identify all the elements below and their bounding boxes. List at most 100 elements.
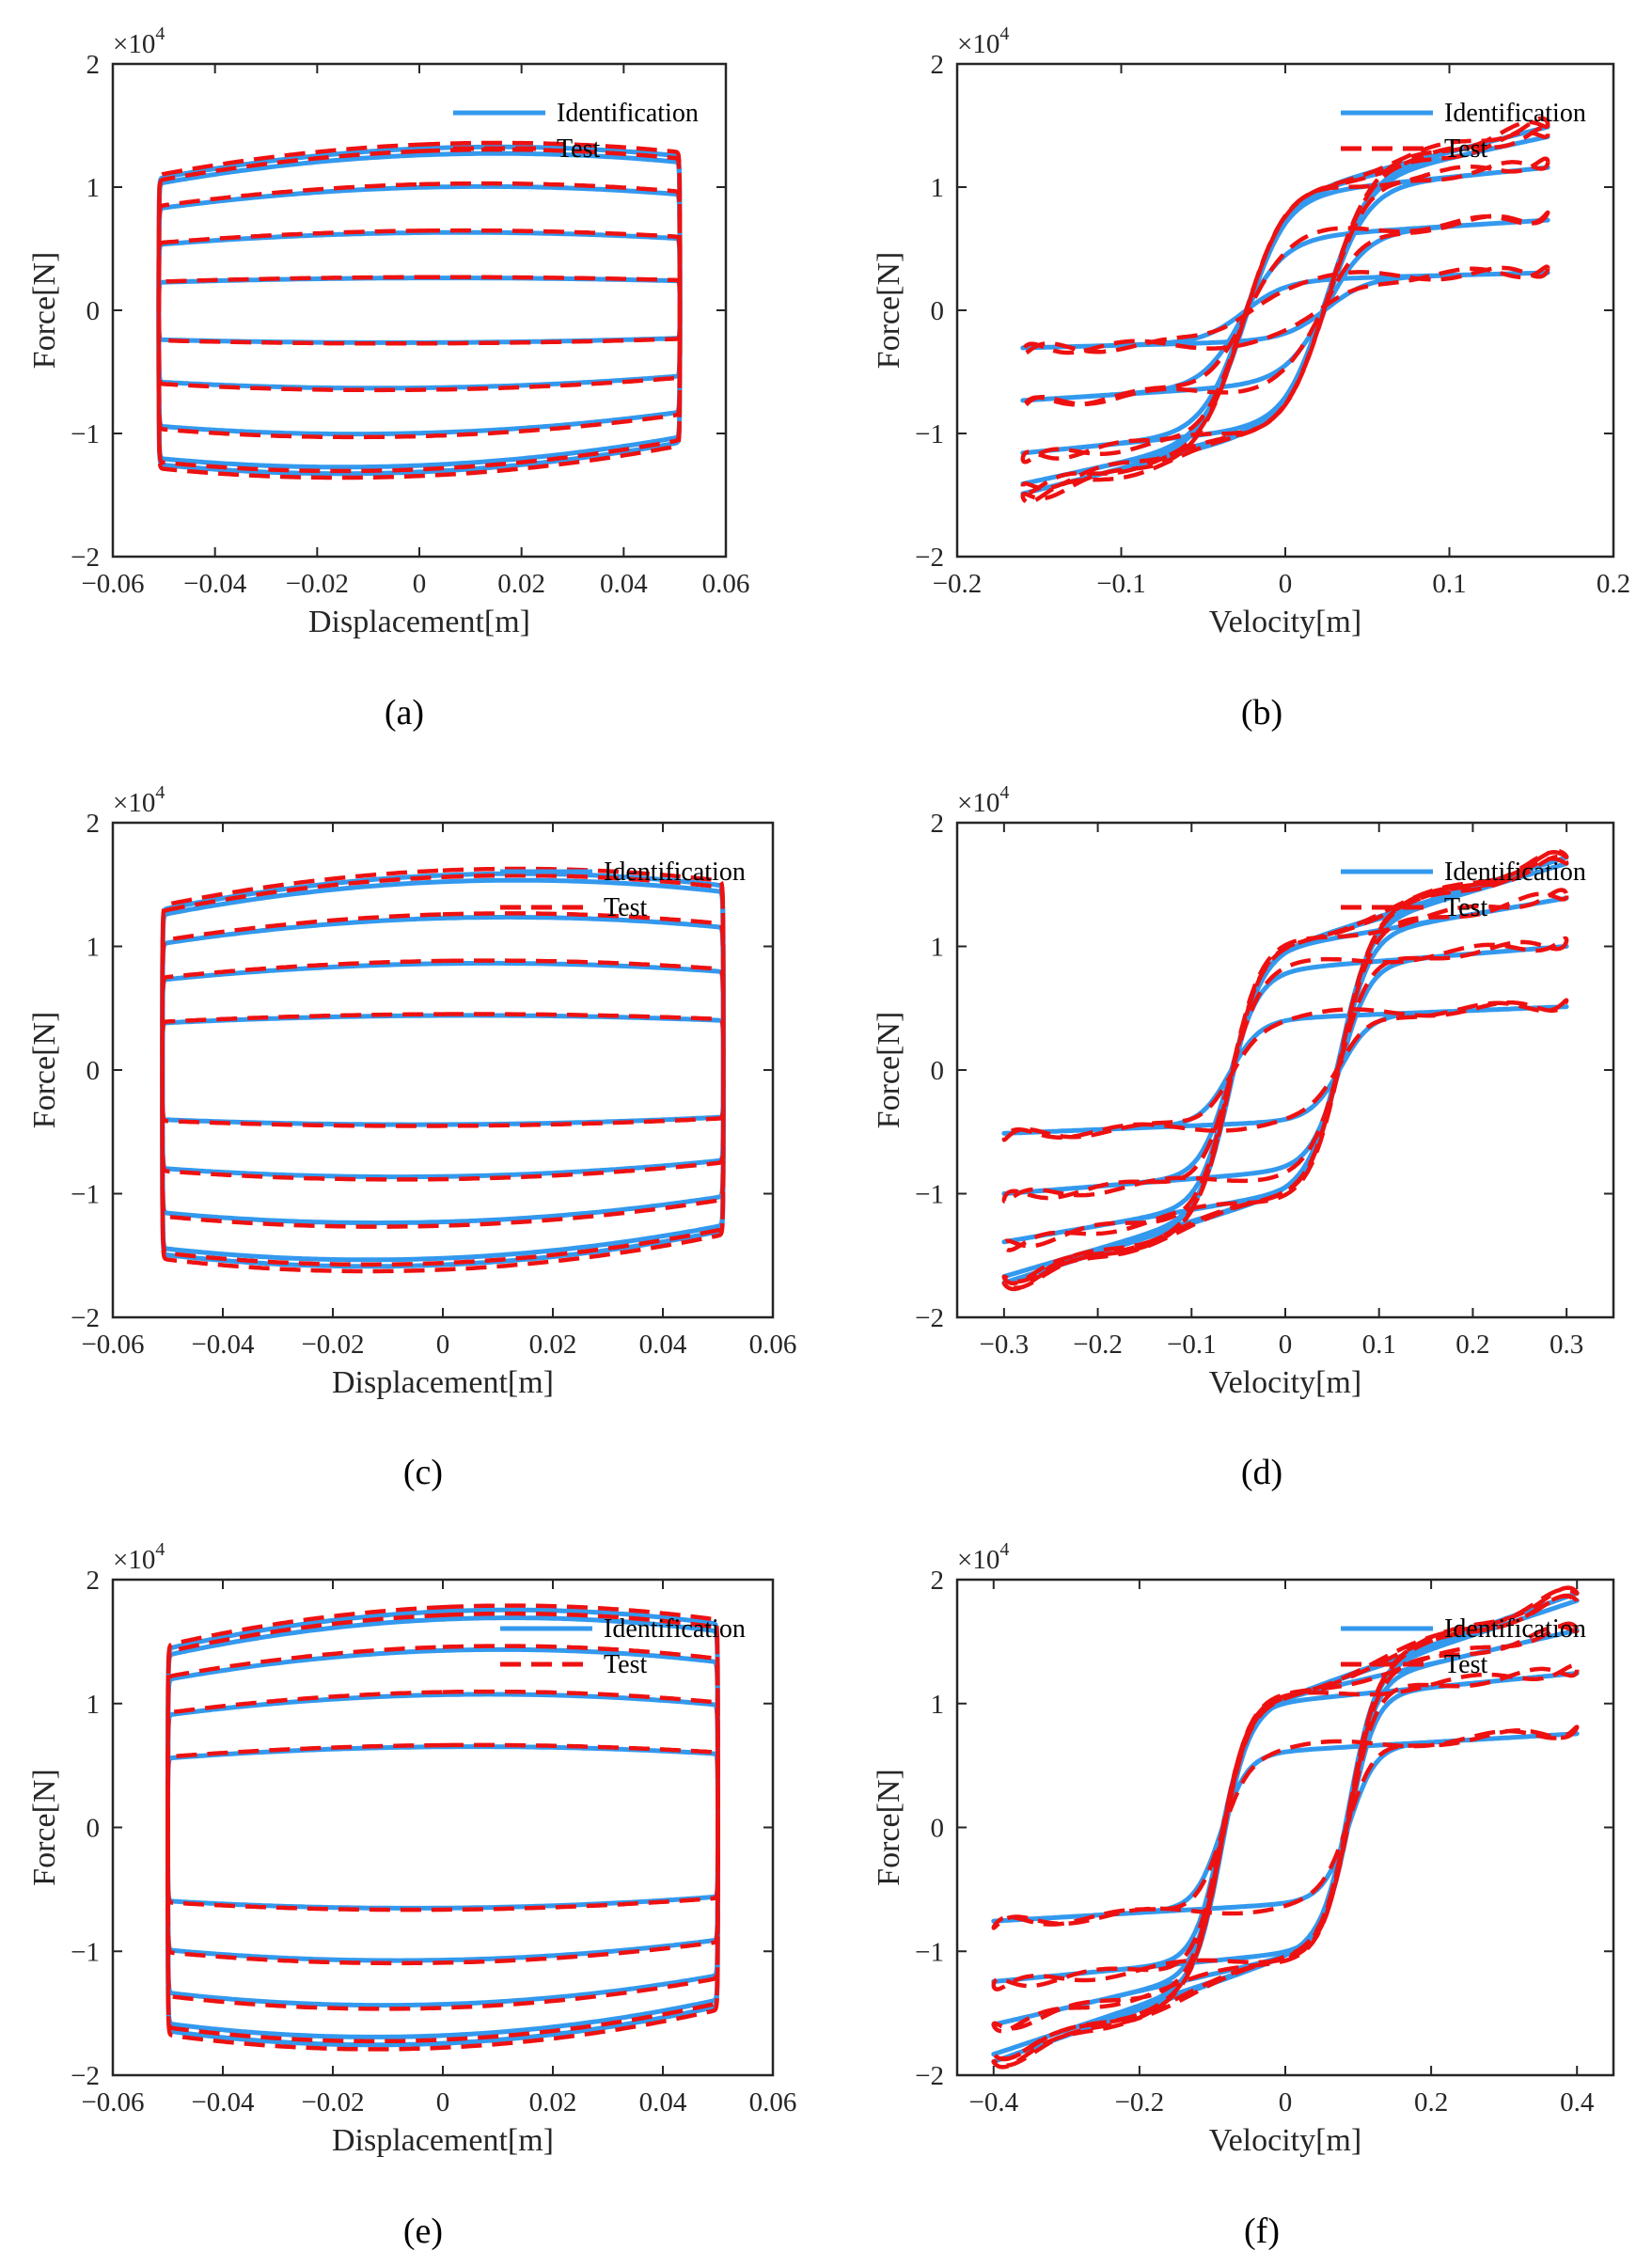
series-test: [160, 866, 726, 1274]
y-tick-label: 2: [87, 1566, 101, 1596]
y-tick-label: 2: [931, 809, 945, 839]
plot-frame: [955, 1578, 1615, 2077]
x-tick-label: 0.4: [1560, 2087, 1595, 2117]
x-tick-label: −0.06: [81, 1330, 144, 1360]
y-axis-label: Force[N]: [27, 252, 62, 370]
y-tick-label: 2: [931, 50, 945, 80]
x-tick-label: −0.02: [301, 1330, 364, 1360]
x-tick-label: 0: [1279, 2087, 1293, 2117]
test-loop-1: [156, 275, 683, 346]
legend-label-test: Test: [1444, 1650, 1487, 1679]
y-tick-label: 1: [931, 173, 945, 203]
x-tick-label: −0.1: [1167, 1330, 1217, 1360]
identification-loop-5: [156, 144, 683, 477]
x-tick-label: −0.06: [81, 569, 144, 599]
test-loop-2: [1001, 936, 1569, 1204]
test-loop-1: [165, 1742, 720, 1913]
identification-loop-4: [160, 877, 726, 1263]
y-tick-label: −1: [915, 1937, 944, 1967]
y-multiplier: ×104: [957, 782, 1009, 818]
test-loop-4: [1001, 854, 1569, 1286]
identification-loop-3: [160, 914, 726, 1226]
test-loop-5: [1020, 116, 1550, 505]
test-loop-5: [165, 1603, 720, 2052]
y-tick-label: −2: [915, 1303, 944, 1333]
legend-label-identification: Identification: [1444, 858, 1586, 887]
y-tick-label: −1: [915, 1180, 944, 1210]
plot-frame: [955, 62, 1615, 559]
legend-label-identification: Identification: [557, 99, 699, 128]
identification-loop-2: [160, 960, 726, 1180]
panel-caption: (c): [403, 1453, 443, 1492]
test-loop-2: [1020, 210, 1550, 411]
identification-loop-1: [991, 1731, 1580, 1924]
test-loop-2: [160, 958, 726, 1182]
y-tick-label: −1: [71, 419, 100, 449]
x-tick-label: −0.2: [1115, 2087, 1165, 2117]
y-axis-label: Force[N]: [872, 1769, 906, 1886]
y-axis-label: Force[N]: [872, 252, 906, 370]
x-tick-label: 0.02: [497, 569, 545, 599]
legend: Identification Test: [1341, 858, 1586, 922]
curves: [1020, 116, 1550, 505]
legend: Identification Test: [1341, 99, 1586, 164]
series-test: [991, 1585, 1580, 2070]
test-loop-2: [156, 228, 683, 393]
test-loop-3: [991, 1621, 1580, 2034]
x-tick-label: −0.2: [1073, 1330, 1123, 1360]
legend-label-identification: Identification: [1444, 1614, 1586, 1644]
y-tick-label: 0: [87, 296, 101, 326]
x-tick-label: −0.02: [301, 2087, 364, 2117]
test-loop-2: [165, 1689, 720, 1966]
x-tick-label: −0.3: [980, 1330, 1030, 1360]
x-tick-label: −0.04: [183, 569, 247, 599]
curves: [160, 866, 726, 1274]
identification-loop-4: [156, 150, 683, 470]
x-tick-label: 0.04: [600, 569, 648, 599]
x-tick-label: 0: [413, 569, 427, 599]
series-test: [165, 1603, 720, 2052]
y-tick-label: 2: [87, 50, 101, 80]
test-loop-3: [1020, 156, 1550, 464]
test-loop-5: [156, 140, 683, 480]
test-loop-4: [1020, 125, 1550, 496]
test-loop-4: [160, 873, 726, 1267]
x-tick-label: 0: [436, 2087, 450, 2117]
x-tick-label: 0.06: [702, 569, 750, 599]
y-tick-label: −2: [71, 1303, 100, 1333]
x-axis-label: Displacement[m]: [308, 605, 530, 639]
identification-loop-3: [165, 1646, 720, 2008]
panel-caption: (f): [1244, 2212, 1280, 2251]
curves: [156, 140, 683, 480]
x-tick-label: −0.2: [933, 569, 983, 599]
y-tick-label: 1: [931, 1690, 945, 1720]
series-identification: [165, 1607, 720, 2048]
test-loop-1: [160, 1012, 726, 1128]
x-tick-label: 0.1: [1432, 569, 1466, 599]
plot-frame: [955, 821, 1615, 1319]
y-axis-label: Force[N]: [27, 1012, 62, 1129]
y-tick-label: 0: [931, 1056, 945, 1086]
y-tick-label: −1: [71, 1937, 100, 1967]
y-multiplier: ×104: [113, 1539, 165, 1575]
x-tick-label: 0.06: [749, 2087, 797, 2117]
legend: Identification Test: [500, 858, 746, 922]
y-multiplier: ×104: [113, 782, 165, 818]
x-tick-label: −0.4: [968, 2087, 1018, 2117]
x-axis-label: Velocity[m]: [1209, 1365, 1361, 1400]
x-tick-label: 0.2: [1597, 569, 1630, 599]
series-test: [1001, 848, 1569, 1292]
series-test: [156, 140, 683, 480]
plot-frame: [111, 1578, 775, 2077]
y-tick-label: 2: [87, 809, 101, 839]
x-tick-label: −0.1: [1096, 569, 1146, 599]
legend-label-identification: Identification: [604, 1614, 746, 1644]
test-loop-2: [991, 1663, 1580, 1991]
legend: Identification Test: [1341, 1614, 1586, 1679]
chart-f: −0.4 −0.2 0 0.2 0.4 −2 −1 0 1 2 ×104 Velocity[m] For…: [872, 1539, 1615, 2251]
legend-label-test: Test: [604, 1650, 647, 1679]
y-multiplier: ×104: [957, 1539, 1009, 1575]
y-tick-label: 1: [931, 933, 945, 963]
y-axis-label: Force[N]: [872, 1012, 906, 1129]
legend: Identification Test: [453, 99, 699, 164]
